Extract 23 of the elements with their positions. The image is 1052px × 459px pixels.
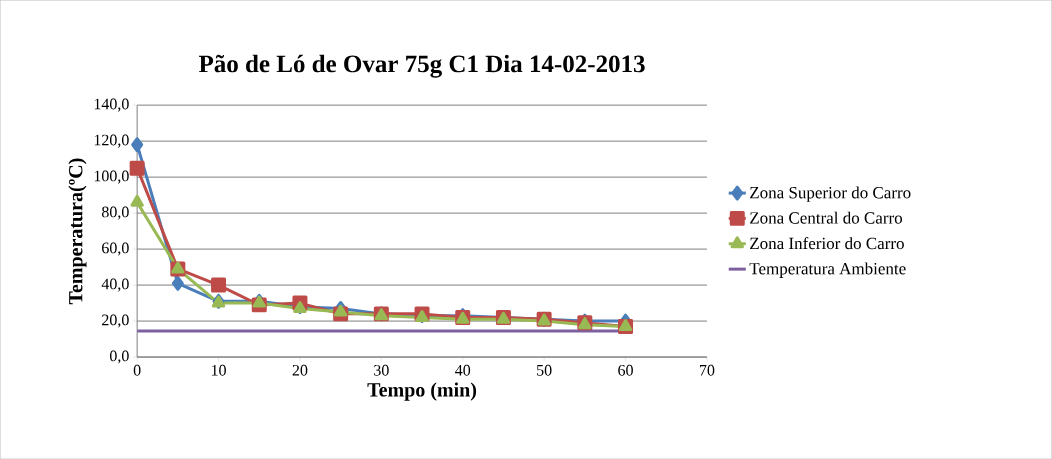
y-tick-label: 120,0: [94, 134, 129, 148]
x-tick-label: 70: [699, 364, 715, 376]
y-tick-label: 100,0: [94, 170, 129, 184]
y-tick-label: 20,0: [102, 314, 129, 328]
x-axis-title: Tempo (min): [367, 382, 477, 401]
legend-label: Zona Superior do Carro: [750, 186, 911, 202]
x-tick-label: 60: [618, 364, 633, 376]
chart-title: Pão de Ló de Ovar 75g C1 Dia 14-02-2013: [198, 54, 645, 78]
y-tick-label: 80,0: [101, 206, 129, 220]
legend-label: Zona Inferior do Carro: [750, 236, 904, 250]
y-tick-label: 140,0: [94, 98, 129, 112]
x-tick-label: 10: [211, 364, 226, 376]
x-tick-label: 0: [133, 364, 141, 376]
x-tick-label: 40: [455, 364, 471, 376]
x-tick-label: 30: [374, 364, 389, 376]
x-tick-label: 20: [292, 364, 308, 376]
y-axis-title: Temperatura(ºC): [68, 158, 87, 305]
legend-label: Zona Central do Carro: [750, 211, 903, 224]
legend-label: Temperatura Ambiente: [749, 262, 906, 278]
y-tick-label: 40,0: [101, 278, 129, 292]
y-tick-label: 60,0: [102, 242, 129, 256]
y-tick-label: 0,0: [109, 350, 129, 364]
x-tick-label: 50: [537, 364, 552, 376]
